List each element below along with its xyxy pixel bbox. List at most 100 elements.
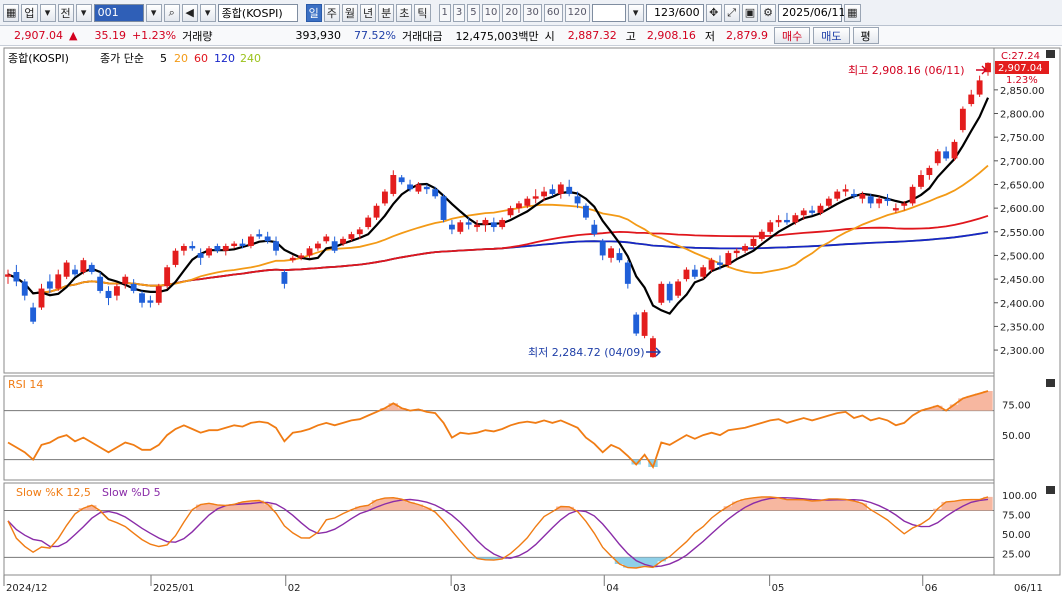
candle-body bbox=[415, 184, 422, 192]
tab-period-year[interactable]: 년 bbox=[360, 3, 377, 22]
interval-button[interactable]: 30 bbox=[523, 3, 542, 22]
tab-period-minute[interactable]: 분 bbox=[378, 3, 395, 22]
tab-label: 일 bbox=[308, 6, 319, 20]
grid-icon[interactable]: ▦ bbox=[3, 3, 20, 22]
price-axis-label: 2,450.00 bbox=[1000, 275, 1045, 286]
eval-button[interactable]: 평 bbox=[852, 27, 879, 44]
interval-button[interactable]: 1 bbox=[438, 3, 451, 22]
code-input[interactable]: 001 bbox=[93, 3, 144, 22]
chevron-down-icon[interactable]: ▾ bbox=[39, 3, 56, 22]
candle-body bbox=[432, 189, 439, 197]
tab-label: 틱 bbox=[417, 6, 428, 20]
interval-button[interactable]: 3 bbox=[452, 3, 466, 22]
interval-button[interactable]: 120 bbox=[564, 3, 590, 22]
interval-button[interactable]: 20 bbox=[502, 3, 522, 22]
candle-body bbox=[46, 281, 53, 289]
stoch-k-line bbox=[7, 496, 989, 569]
candle-body bbox=[331, 241, 338, 251]
price-axis-label: 2,700.00 bbox=[1000, 157, 1045, 168]
candle-body bbox=[256, 234, 263, 237]
chevron-down-icon[interactable]: ▾ bbox=[75, 3, 92, 22]
eval-label: 평 bbox=[860, 29, 871, 43]
search-icon[interactable]: ⌕ bbox=[163, 3, 180, 22]
close-icon[interactable] bbox=[1046, 486, 1055, 494]
price-axis-label: 2,600.00 bbox=[1000, 204, 1045, 215]
interval-button[interactable]: 5 bbox=[467, 3, 480, 22]
gear-icon[interactable]: ⚙ bbox=[760, 3, 777, 22]
up-triangle-icon: ▲ bbox=[68, 29, 78, 42]
candle-body bbox=[390, 175, 397, 194]
volume-label: 거래량 bbox=[182, 29, 213, 43]
tab-label: 초 bbox=[399, 6, 410, 20]
chart-title: 종합(KOSPI) bbox=[8, 52, 69, 65]
current-price-tag bbox=[995, 61, 1049, 74]
candle-body bbox=[130, 283, 137, 291]
high-arrow bbox=[976, 65, 987, 75]
sell-button[interactable]: 매도 bbox=[813, 27, 850, 44]
close-icon[interactable] bbox=[1046, 50, 1055, 58]
candle-body bbox=[892, 208, 899, 211]
low-label: 저 bbox=[704, 29, 716, 43]
candle-body bbox=[30, 307, 37, 322]
interval-label: 10 bbox=[484, 7, 498, 18]
candle-body bbox=[541, 191, 547, 197]
candle-body bbox=[474, 224, 480, 228]
candle-body bbox=[557, 184, 564, 194]
chevron-down-icon[interactable]: ▾ bbox=[199, 3, 216, 22]
candle-body bbox=[105, 290, 112, 299]
interval-button[interactable]: 60 bbox=[543, 3, 563, 22]
chevron-down-icon[interactable]: ▾ bbox=[627, 3, 644, 22]
candle-body bbox=[172, 250, 179, 265]
tab-period-second[interactable]: 초 bbox=[396, 3, 413, 22]
interval-label: 120 bbox=[567, 7, 587, 18]
candle-body bbox=[214, 245, 221, 251]
candle-body bbox=[457, 222, 464, 232]
sound-icon[interactable]: ◀ bbox=[181, 3, 198, 22]
candle-body bbox=[314, 243, 321, 249]
index-name: 종합(KOSPI) bbox=[221, 6, 283, 20]
tab-label: 주 bbox=[326, 6, 337, 20]
price-axis-label: 2,500.00 bbox=[1000, 251, 1045, 262]
scope-label: 전 bbox=[60, 6, 71, 20]
candle-body bbox=[5, 274, 11, 277]
index-name-field[interactable]: 종합(KOSPI) bbox=[217, 3, 298, 22]
interval-button[interactable]: 10 bbox=[481, 3, 501, 22]
date-input[interactable]: 2025/06/11 bbox=[778, 3, 846, 22]
draw-tool-icon[interactable]: ⤢ bbox=[723, 3, 740, 22]
candle-body bbox=[825, 198, 832, 206]
c-value-label: C:27.24 bbox=[1001, 51, 1040, 62]
rsi-title: RSI 14 bbox=[8, 378, 43, 391]
amount-value: 12,475,003백만 bbox=[455, 29, 539, 43]
candle-body bbox=[122, 276, 129, 284]
candle-body bbox=[968, 94, 975, 105]
crosshair-icon[interactable]: ✥ bbox=[705, 3, 722, 22]
buy-button[interactable]: 매수 bbox=[774, 27, 811, 44]
candles bbox=[5, 62, 991, 358]
candle-body bbox=[700, 267, 707, 277]
close-icon[interactable] bbox=[1046, 379, 1055, 387]
stoch-axis-label: 50.00 bbox=[1002, 530, 1031, 541]
tab-period-month[interactable]: 월 bbox=[341, 3, 359, 22]
tab-period-tick[interactable]: 틱 bbox=[414, 3, 431, 22]
interval-label: 60 bbox=[546, 7, 560, 18]
tab-period-day[interactable]: 일 bbox=[305, 3, 322, 22]
interval-label: 30 bbox=[526, 7, 539, 18]
stoch-axis-label: 75.00 bbox=[1002, 510, 1031, 521]
tab-period-week[interactable]: 주 bbox=[323, 3, 340, 22]
code-dropdown-button[interactable]: ▾ bbox=[145, 3, 162, 22]
rsi-panel-frame bbox=[3, 375, 995, 481]
candle-body bbox=[985, 62, 991, 73]
save-icon[interactable]: ▣ bbox=[741, 3, 759, 22]
price-axis: 2,850.00 2,800.00 2,750.00 2,700.00 2,650.00… bbox=[1000, 86, 1045, 561]
date-axis-label: 2025/01 bbox=[153, 583, 195, 594]
ma5-line bbox=[7, 97, 990, 315]
interval-label: 5 bbox=[470, 7, 477, 18]
candle-body bbox=[708, 260, 715, 270]
candle-body bbox=[197, 253, 204, 258]
count-field[interactable]: 123/600 bbox=[645, 3, 704, 22]
scope-button[interactable]: 전 bbox=[57, 3, 74, 22]
calendar-icon[interactable]: ▦ bbox=[844, 3, 861, 22]
stoch-axis-label: 25.00 bbox=[1002, 549, 1031, 560]
interval-custom-input[interactable] bbox=[591, 3, 626, 22]
market-dropdown[interactable]: 업 bbox=[21, 3, 38, 22]
